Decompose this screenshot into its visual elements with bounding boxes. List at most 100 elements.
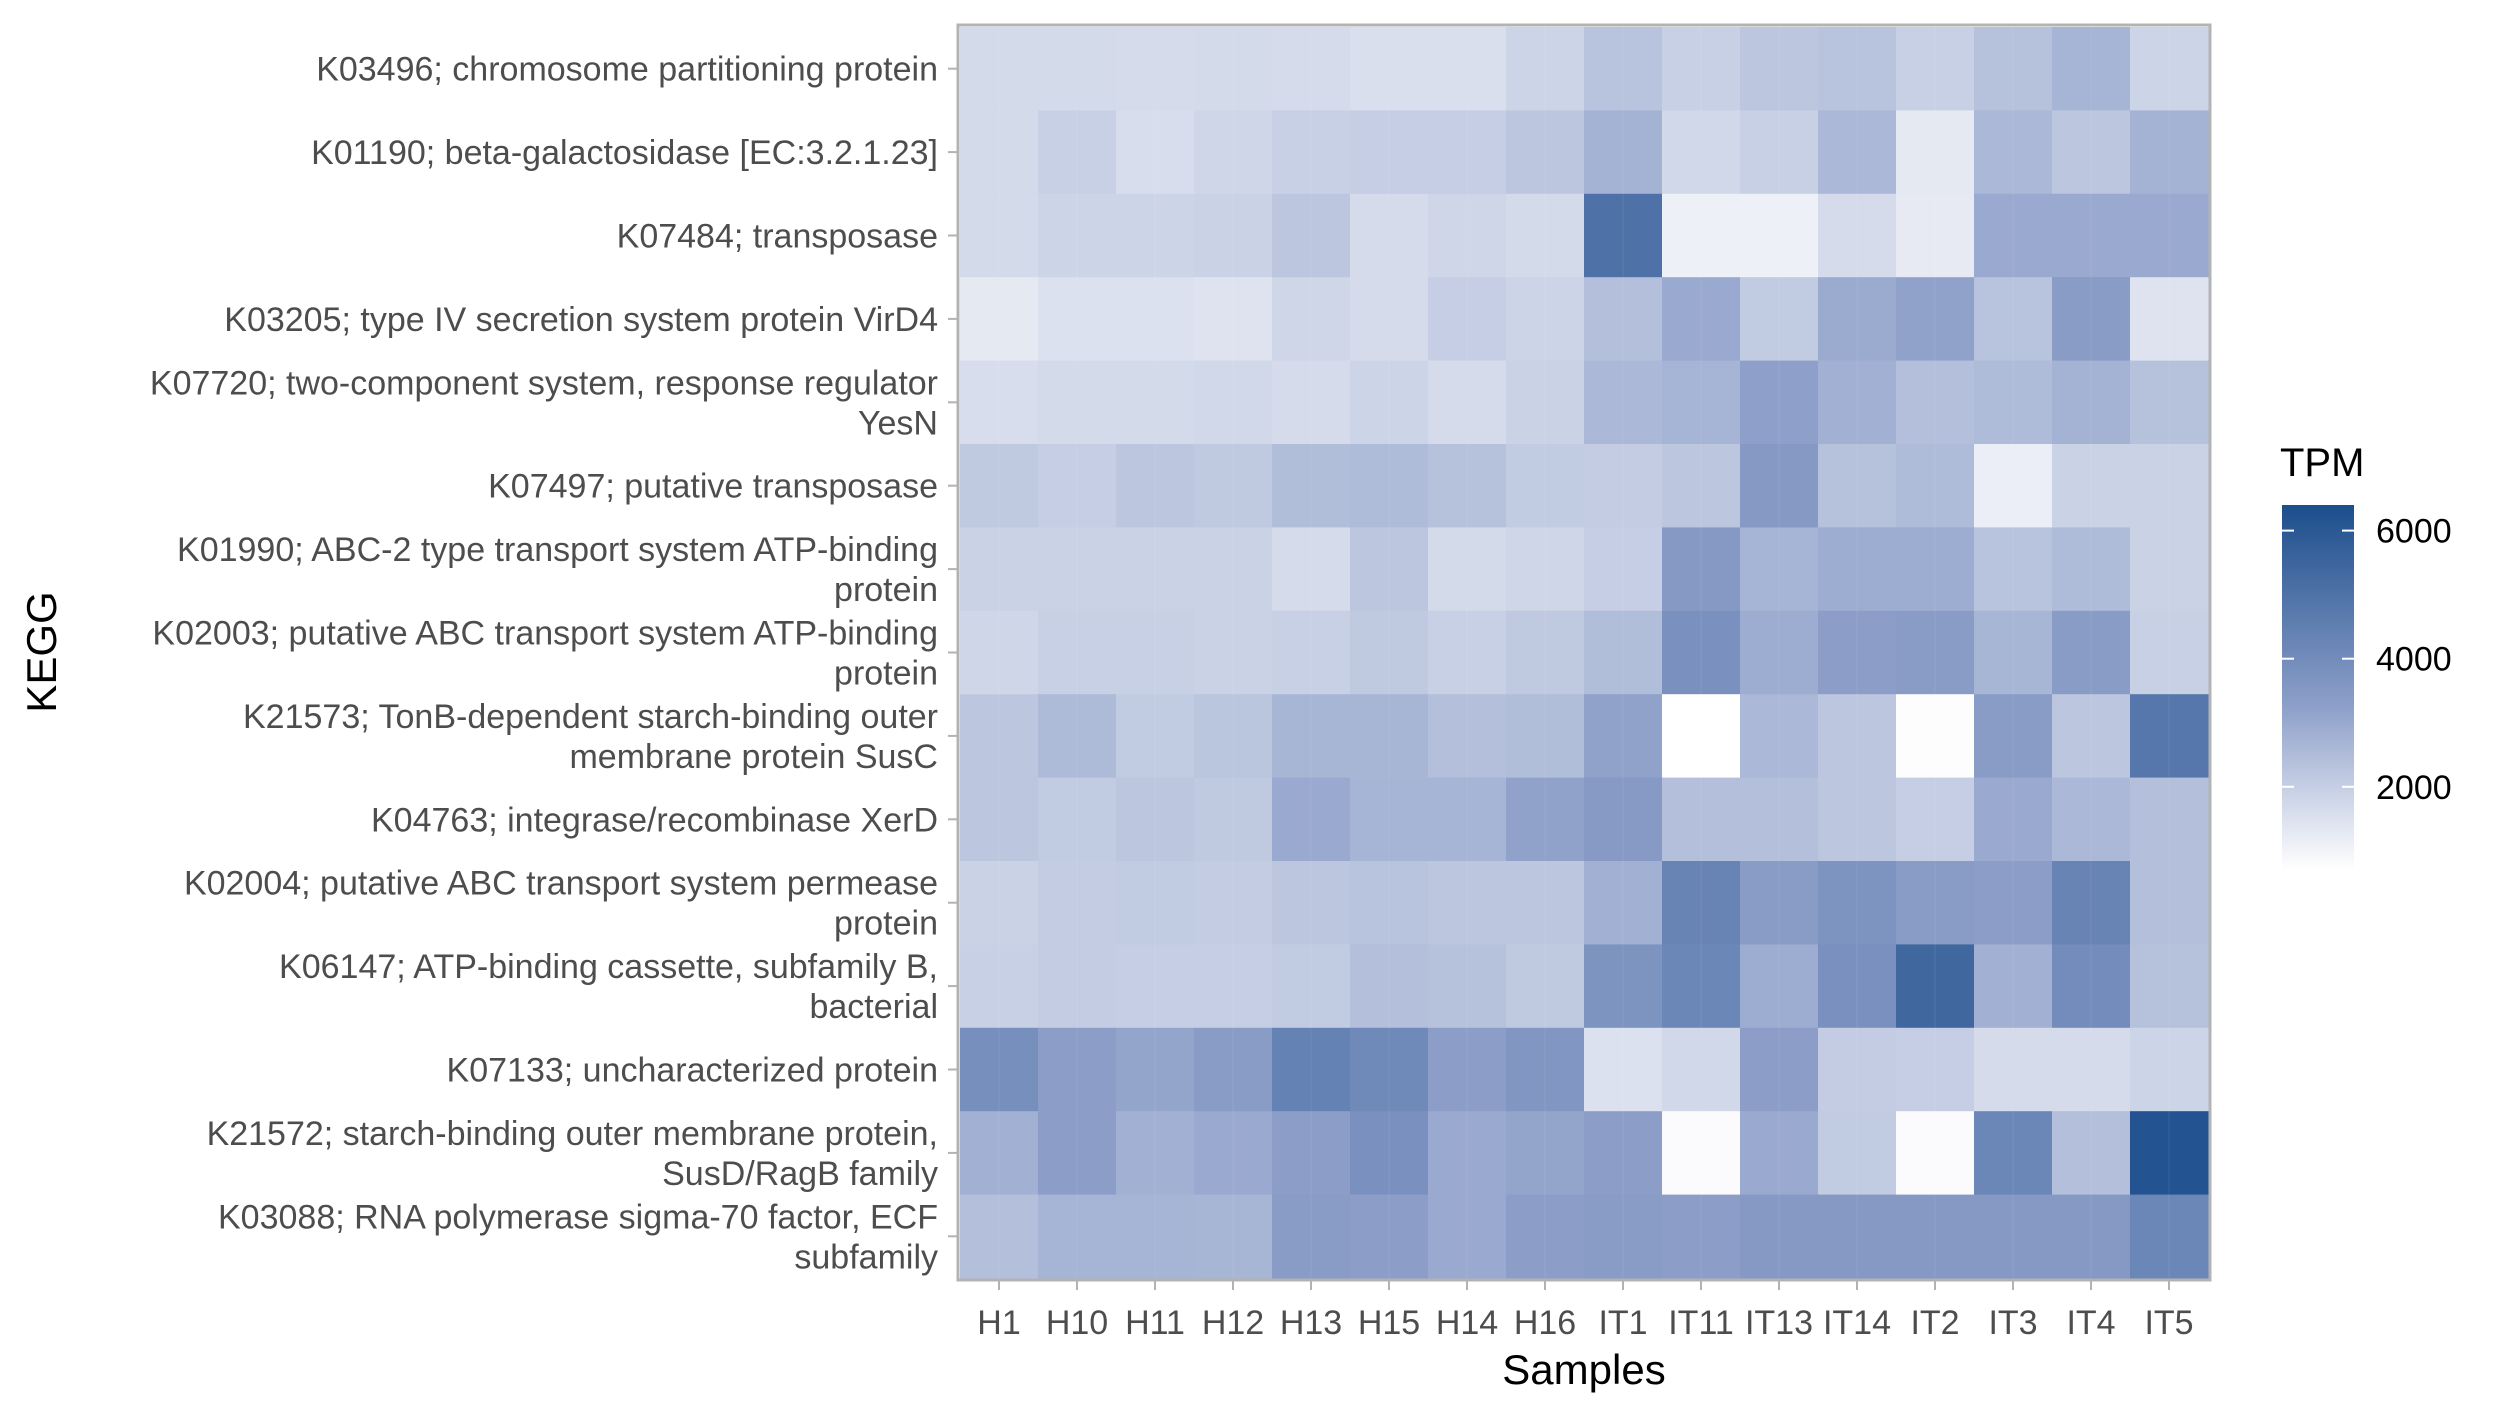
heatmap-cell xyxy=(1662,444,1741,528)
heatmap-cell xyxy=(2052,694,2131,779)
heatmap-cell xyxy=(1662,277,1741,362)
heatmap-cell xyxy=(1194,777,1273,862)
heatmap-cell xyxy=(2052,861,2131,945)
heatmap-cell xyxy=(2130,110,2209,195)
heatmap-cell xyxy=(1506,610,1585,695)
heatmap-cell xyxy=(1116,444,1195,528)
heatmap-cell xyxy=(1740,27,1819,111)
heatmap-cell xyxy=(1662,861,1741,945)
heatmap-cell xyxy=(1038,610,1117,695)
heatmap-cell xyxy=(1740,193,1819,278)
heatmap-cell xyxy=(1350,277,1429,362)
heatmap-cell xyxy=(1506,777,1585,862)
heatmap-cell xyxy=(2052,444,2131,528)
heatmap-cell xyxy=(1428,694,1507,779)
y-tick-label: K02003; putative ABC transport system AT… xyxy=(152,615,938,693)
x-tick-label: IT13 xyxy=(1745,1304,1813,1342)
heatmap-cell xyxy=(1506,110,1585,195)
heatmap-cell xyxy=(1350,694,1429,779)
heatmap-cell xyxy=(1506,527,1585,612)
heatmap-cell xyxy=(1506,1027,1585,1112)
heatmap-cell xyxy=(1038,527,1117,612)
heatmap-cell xyxy=(1974,610,2053,695)
heatmap-cell xyxy=(1584,610,1663,695)
heatmap-cell xyxy=(960,777,1039,862)
heatmap-cell xyxy=(1116,944,1195,1029)
heatmap-cell xyxy=(1038,27,1117,111)
heatmap-cell xyxy=(1350,944,1429,1029)
heatmap-cell xyxy=(1818,277,1897,362)
heatmap-cell xyxy=(2052,527,2131,612)
heatmap-cell xyxy=(1428,944,1507,1029)
heatmap-cell xyxy=(2130,277,2209,362)
heatmap-cell xyxy=(960,193,1039,278)
heatmap-cell xyxy=(1584,27,1663,111)
legend-ticks: 2000 4000 6000 xyxy=(2282,513,2452,807)
heatmap-cell xyxy=(2130,27,2209,111)
heatmap-cell xyxy=(1194,277,1273,362)
heatmap-cell xyxy=(1272,777,1351,862)
x-tick-label: H11 xyxy=(1125,1304,1185,1342)
heatmap-cell xyxy=(1896,777,1975,862)
heatmap-cell xyxy=(1818,1111,1897,1196)
heatmap-cell xyxy=(1506,861,1585,945)
heatmap-cell xyxy=(1428,610,1507,695)
heatmap-cell xyxy=(1506,277,1585,362)
heatmap-cell xyxy=(960,944,1039,1029)
heatmap-cell xyxy=(2052,1027,2131,1112)
heatmap-cell xyxy=(2052,1194,2131,1279)
heatmap-cell xyxy=(960,1027,1039,1112)
x-tick-label: H15 xyxy=(1358,1304,1420,1342)
heatmap-cell xyxy=(1818,861,1897,945)
heatmap-cell xyxy=(1272,360,1351,445)
heatmap-cell xyxy=(1740,610,1819,695)
heatmap-cell xyxy=(1116,610,1195,695)
y-tick-label: K02004; putative ABC transport system pe… xyxy=(184,865,938,943)
heatmap-cell xyxy=(2052,610,2131,695)
heatmap-cell xyxy=(1974,1111,2053,1196)
heatmap-cell xyxy=(960,1194,1039,1279)
heatmap-cell xyxy=(1584,861,1663,945)
heatmap-cell xyxy=(1584,694,1663,779)
heatmap-cell xyxy=(1350,360,1429,445)
heatmap-cell xyxy=(1584,1027,1663,1112)
heatmap-cell xyxy=(1038,944,1117,1029)
heatmap-cell xyxy=(960,1111,1039,1196)
heatmap-cell xyxy=(1818,944,1897,1029)
heatmap-cell xyxy=(1116,277,1195,362)
heatmap-cell xyxy=(1350,861,1429,945)
heatmap-cell xyxy=(1896,444,1975,528)
heatmap-cell xyxy=(1662,610,1741,695)
heatmap-cell xyxy=(1116,694,1195,779)
heatmap-cell xyxy=(1272,444,1351,528)
heatmap-cell xyxy=(1506,360,1585,445)
heatmap-cell xyxy=(1584,944,1663,1029)
heatmap-cell xyxy=(960,861,1039,945)
heatmap-cell xyxy=(1974,27,2053,111)
heatmap-cell xyxy=(1740,1194,1819,1279)
heatmap-cell xyxy=(960,527,1039,612)
heatmap-cell xyxy=(2130,610,2209,695)
y-tick-label: K07484; transposase xyxy=(617,218,938,256)
x-tick-label: IT11 xyxy=(1668,1304,1734,1342)
heatmap-cell xyxy=(1740,527,1819,612)
heatmap-cell xyxy=(1194,944,1273,1029)
x-tick-label: IT14 xyxy=(1823,1304,1891,1342)
heatmap-cell xyxy=(1662,694,1741,779)
heatmap-cell xyxy=(1038,694,1117,779)
x-tick-label: IT2 xyxy=(1910,1304,1959,1342)
heatmap-cell xyxy=(2130,694,2209,779)
y-tick-label: K01190; beta-galactosidase [EC:3.2.1.23] xyxy=(311,134,938,172)
heatmap-cell xyxy=(1818,694,1897,779)
legend-tick-label: 4000 xyxy=(2376,641,2452,679)
heatmap-cell xyxy=(1896,610,1975,695)
heatmap-cell xyxy=(1272,277,1351,362)
heatmap-cell xyxy=(1194,1027,1273,1112)
y-tick-label: K01990; ABC-2 type transport system ATP-… xyxy=(177,531,938,609)
heatmap-cell xyxy=(1584,527,1663,612)
heatmap-cell xyxy=(1740,944,1819,1029)
heatmap-cell xyxy=(1194,861,1273,945)
heatmap-cell xyxy=(1974,1194,2053,1279)
heatmap-cell xyxy=(2052,1111,2131,1196)
heatmap-cell xyxy=(2052,777,2131,862)
